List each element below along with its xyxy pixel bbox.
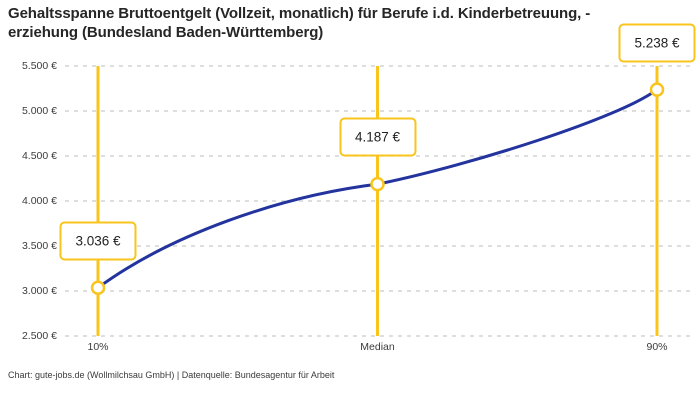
y-axis-tick: 4.500 €: [21, 150, 57, 162]
data-point-marker: [90, 280, 106, 296]
value-label: 5.238 €: [618, 23, 696, 63]
data-point-marker: [370, 176, 385, 192]
y-axis-tick: 5.500 €: [21, 60, 57, 72]
y-axis-tick: 3.000 €: [21, 285, 57, 297]
chart-title: Gehaltsspanne Bruttoentgelt (Vollzeit, m…: [8, 5, 591, 42]
value-label: 4.187 €: [338, 117, 417, 157]
y-axis-tick: 3.500 €: [21, 240, 57, 252]
x-axis-tick: 90%: [646, 341, 668, 353]
y-axis-tick: 4.000 €: [21, 195, 57, 207]
y-axis-tick: 5.000 €: [21, 105, 57, 117]
x-axis-tick: 10%: [87, 341, 109, 353]
value-label: 3.036 €: [59, 221, 137, 261]
x-axis-tick: Median: [360, 341, 395, 353]
data-point-marker: [649, 82, 665, 97]
y-axis-tick: 2.500 €: [21, 330, 57, 342]
chart-credit: Chart: gute-jobs.de (Wollmilchsau GmbH) …: [8, 370, 335, 380]
